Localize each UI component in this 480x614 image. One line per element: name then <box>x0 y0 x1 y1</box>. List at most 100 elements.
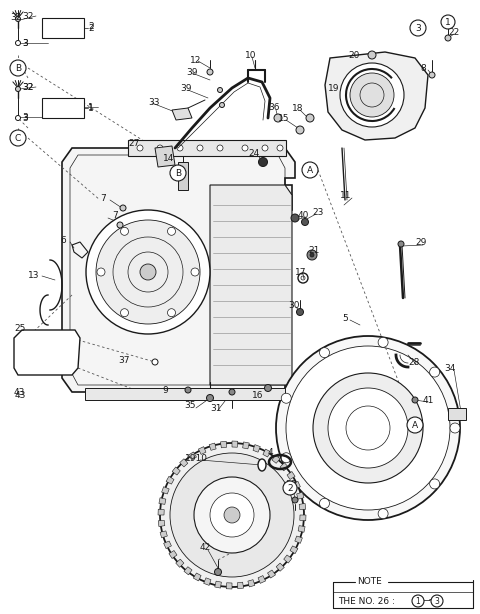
Circle shape <box>441 15 455 29</box>
Circle shape <box>302 162 318 178</box>
Circle shape <box>277 145 283 151</box>
Text: 7: 7 <box>112 211 118 219</box>
Circle shape <box>86 210 210 334</box>
Polygon shape <box>242 442 249 449</box>
Circle shape <box>378 508 388 519</box>
Circle shape <box>291 214 299 222</box>
Polygon shape <box>62 148 295 392</box>
Circle shape <box>185 387 191 393</box>
Circle shape <box>168 309 176 317</box>
Text: 12: 12 <box>190 55 202 64</box>
Text: 35: 35 <box>184 400 195 410</box>
Circle shape <box>320 348 329 358</box>
Circle shape <box>281 393 291 403</box>
Text: B: B <box>175 168 181 177</box>
Text: —: — <box>421 596 431 605</box>
Polygon shape <box>184 567 192 575</box>
Polygon shape <box>284 555 292 563</box>
Circle shape <box>350 73 394 117</box>
Circle shape <box>217 88 223 93</box>
Polygon shape <box>158 509 164 515</box>
Text: 7: 7 <box>100 193 106 203</box>
Bar <box>128 140 286 156</box>
Text: 21: 21 <box>308 246 319 254</box>
Text: 3: 3 <box>415 23 421 33</box>
Circle shape <box>191 268 199 276</box>
Text: A: A <box>412 421 418 430</box>
Circle shape <box>219 103 225 107</box>
Text: 15: 15 <box>278 114 289 123</box>
Circle shape <box>170 165 186 181</box>
Circle shape <box>264 384 272 392</box>
Text: 43: 43 <box>14 387 25 397</box>
Polygon shape <box>280 463 288 471</box>
Text: 11: 11 <box>340 190 351 200</box>
Text: 9: 9 <box>162 386 168 395</box>
Polygon shape <box>267 570 276 578</box>
Text: 3: 3 <box>434 596 439 605</box>
Circle shape <box>368 51 376 59</box>
Text: 39: 39 <box>186 68 197 77</box>
Polygon shape <box>158 520 165 527</box>
Polygon shape <box>215 581 221 588</box>
Text: 40: 40 <box>298 211 310 219</box>
Bar <box>42 18 84 38</box>
Text: 42: 42 <box>200 543 211 553</box>
Circle shape <box>160 443 304 587</box>
Text: 43: 43 <box>15 391 26 400</box>
Text: 29: 29 <box>415 238 426 246</box>
Polygon shape <box>325 52 428 140</box>
Circle shape <box>340 63 404 127</box>
Polygon shape <box>204 578 211 585</box>
Polygon shape <box>258 575 265 583</box>
Text: 34: 34 <box>444 363 456 373</box>
Text: B: B <box>15 63 21 72</box>
Polygon shape <box>298 526 305 532</box>
Text: 32: 32 <box>22 12 34 20</box>
Text: 31: 31 <box>210 403 221 413</box>
Text: 18: 18 <box>292 104 303 112</box>
Bar <box>42 98 84 118</box>
Circle shape <box>140 264 156 280</box>
Polygon shape <box>248 580 255 587</box>
Polygon shape <box>172 467 180 475</box>
Polygon shape <box>193 573 201 581</box>
Text: 2: 2 <box>88 23 94 33</box>
Bar <box>448 408 466 420</box>
Circle shape <box>137 145 143 151</box>
Circle shape <box>398 241 404 247</box>
Polygon shape <box>297 492 304 499</box>
Text: 32: 32 <box>10 12 22 21</box>
Polygon shape <box>237 582 243 589</box>
Text: 2: 2 <box>287 483 293 492</box>
Circle shape <box>310 253 314 257</box>
Circle shape <box>242 145 248 151</box>
Text: 19: 19 <box>328 84 339 93</box>
Text: 1910: 1910 <box>185 454 208 462</box>
Text: 6: 6 <box>60 236 66 244</box>
Text: 20: 20 <box>348 50 360 60</box>
Polygon shape <box>172 108 192 120</box>
Text: THE NO. 26 :: THE NO. 26 : <box>338 596 395 605</box>
Polygon shape <box>189 452 196 460</box>
Circle shape <box>120 205 126 211</box>
Text: 33: 33 <box>148 98 159 106</box>
Circle shape <box>378 337 388 348</box>
Circle shape <box>168 227 176 235</box>
Text: 22: 22 <box>448 28 459 36</box>
Text: 4: 4 <box>268 448 274 456</box>
Circle shape <box>207 69 213 75</box>
Text: ~: ~ <box>427 596 434 605</box>
Polygon shape <box>160 531 168 538</box>
Circle shape <box>430 479 440 489</box>
Circle shape <box>431 595 443 607</box>
Circle shape <box>170 453 294 577</box>
Circle shape <box>197 145 203 151</box>
Circle shape <box>313 373 423 483</box>
Text: A: A <box>307 166 313 174</box>
Circle shape <box>120 227 129 235</box>
Polygon shape <box>290 546 298 554</box>
Polygon shape <box>276 563 284 571</box>
Circle shape <box>276 336 460 520</box>
Text: 8: 8 <box>420 63 426 72</box>
